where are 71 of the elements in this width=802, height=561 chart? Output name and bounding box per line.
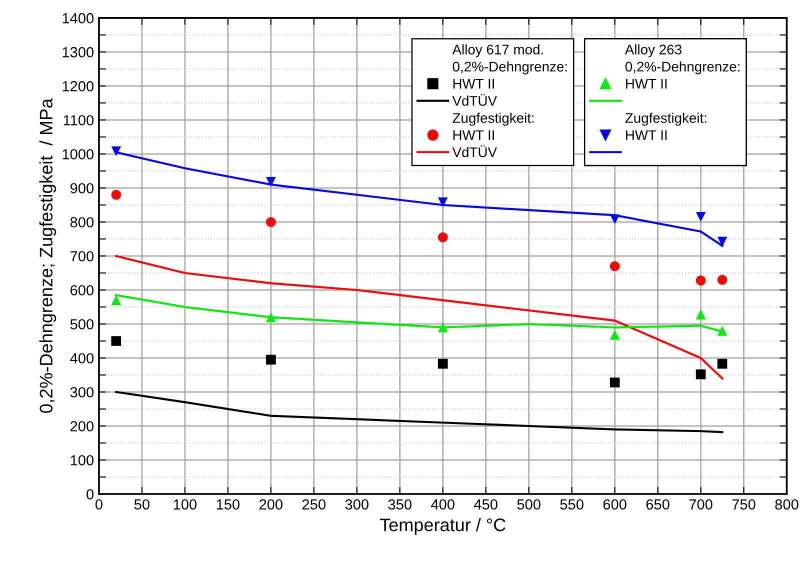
point bbox=[717, 274, 728, 285]
point bbox=[266, 354, 276, 365]
y-tick-label: 400 bbox=[70, 353, 94, 364]
line-series bbox=[115, 390, 724, 434]
y-tick-label: 700 bbox=[70, 251, 94, 262]
point bbox=[696, 369, 706, 380]
line-series bbox=[115, 254, 724, 380]
y-tick-label: 1400 bbox=[62, 13, 94, 24]
annotation: Zugfestigkeit: bbox=[452, 112, 534, 126]
x-tick-label: 300 bbox=[345, 499, 368, 510]
point bbox=[111, 146, 122, 156]
point bbox=[438, 232, 448, 242]
y-tick-label: 1200 bbox=[62, 81, 94, 92]
point bbox=[111, 295, 122, 306]
y-tick-label: 300 bbox=[70, 387, 94, 398]
legend-label: VdTÜV bbox=[452, 145, 497, 158]
y-tick-label: 500 bbox=[70, 319, 94, 330]
point bbox=[610, 378, 620, 388]
y-tick-label: 0 bbox=[86, 489, 94, 500]
point bbox=[610, 261, 620, 272]
x-tick-label: 450 bbox=[474, 499, 498, 510]
x-tick-label: 50 bbox=[134, 499, 150, 510]
x-tick-label: 400 bbox=[431, 499, 454, 510]
y-tick-label: 600 bbox=[70, 285, 94, 296]
point bbox=[438, 197, 448, 208]
x-axis-title: Temperatur / °C bbox=[380, 518, 506, 535]
point bbox=[438, 358, 448, 369]
x-tick-label: 750 bbox=[732, 499, 756, 510]
x-tick-label: 200 bbox=[259, 499, 283, 510]
x-tick-label: 600 bbox=[603, 499, 626, 510]
annotation: 0,2%-Dehngrenze: bbox=[625, 61, 740, 74]
annotation: 0,2%-Dehngrenze: bbox=[452, 61, 567, 74]
x-tick-label: 800 bbox=[775, 499, 798, 510]
annotation: Alloy 617 mod. bbox=[452, 44, 543, 58]
point bbox=[610, 214, 620, 224]
y-tick-label: 200 bbox=[70, 421, 94, 432]
y-tick-label: 100 bbox=[70, 455, 94, 466]
x-tick-label: 550 bbox=[560, 499, 584, 510]
point bbox=[717, 326, 728, 336]
point bbox=[696, 212, 706, 222]
annotation: Zugfestigkeit: bbox=[625, 112, 706, 126]
annotation: Alloy 263 bbox=[624, 44, 682, 58]
x-tick-label: 0 bbox=[95, 499, 102, 510]
point bbox=[696, 276, 706, 286]
point bbox=[266, 217, 276, 227]
legend-label: HWT II bbox=[626, 78, 667, 89]
x-tick-label: 350 bbox=[388, 499, 412, 510]
legend-label: HWT II bbox=[453, 78, 494, 89]
legend-label: HWT II bbox=[626, 130, 667, 140]
point bbox=[266, 312, 276, 322]
x-tick-label: 650 bbox=[646, 499, 670, 510]
point bbox=[610, 330, 620, 340]
point bbox=[438, 322, 448, 332]
y-tick-label: 1000 bbox=[62, 149, 94, 160]
y-axis-title: 0,2%-Dehngrenze; Zugfestigkeit / MPa bbox=[39, 98, 56, 413]
y-tick-label: 800 bbox=[70, 217, 94, 228]
point bbox=[111, 336, 122, 346]
y-tick-label: 900 bbox=[70, 183, 94, 194]
y-tick-label: 1300 bbox=[62, 47, 94, 58]
point bbox=[696, 310, 706, 320]
x-tick-label: 700 bbox=[689, 499, 712, 510]
y-tick-label: 1100 bbox=[64, 115, 94, 126]
point bbox=[266, 176, 276, 187]
point bbox=[717, 358, 728, 369]
legend-label: VdTÜV bbox=[452, 94, 497, 106]
legend-label: HWT II bbox=[453, 130, 494, 140]
x-tick-label: 150 bbox=[216, 499, 240, 510]
point bbox=[111, 190, 122, 200]
x-tick-label: 100 bbox=[174, 499, 197, 510]
x-tick-label: 250 bbox=[302, 499, 326, 510]
x-tick-label: 500 bbox=[517, 499, 540, 510]
